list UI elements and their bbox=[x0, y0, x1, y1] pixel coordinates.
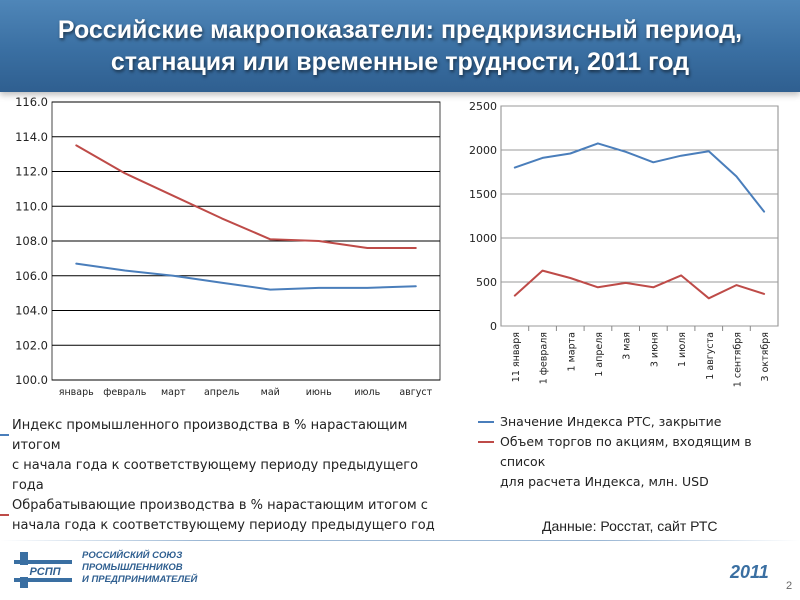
y-tick-label: 110.0 bbox=[15, 199, 48, 213]
legend-item-manufacturing: Обрабатывающие производства в % нарастаю… bbox=[0, 496, 450, 536]
legend-swatch-blue bbox=[478, 421, 494, 423]
legend-item-rts-index: Значение Индекса РТС, закрытие bbox=[478, 412, 800, 432]
page-number: 2 bbox=[786, 580, 793, 592]
x-category-label: август bbox=[399, 387, 432, 398]
rts-index-chart: 0 500 1000 1500 2000 2500 11 января 1 февраля 1 … bbox=[469, 100, 779, 387]
x-category-label: март bbox=[161, 387, 186, 398]
x-category-label: 1 апреля bbox=[594, 332, 605, 377]
x-category-label: 1 июля bbox=[677, 332, 688, 367]
industrial-production-chart: 100.0 102.0 104.0 106.0 108.0 110.0 112.0 114.0… bbox=[15, 95, 441, 398]
legend-label-line: Обрабатывающие производства в % нарастаю… bbox=[12, 498, 428, 513]
x-category-label: 1 августа bbox=[705, 332, 716, 380]
x-category-label: 11 января bbox=[511, 332, 522, 382]
y-tick-label: 108.0 bbox=[15, 234, 48, 248]
legend-label-industrial-index: Индекс промышленного производства в % на… bbox=[12, 416, 450, 496]
series-line-1 bbox=[75, 144, 417, 249]
x-category-label: 3 октября bbox=[760, 332, 771, 381]
legend-label-rts-index: Значение Индекса РТС, закрытие bbox=[500, 412, 800, 432]
right-chart-legend: Значение Индекса РТС, закрытие Объем тор… bbox=[478, 412, 800, 492]
slide-title-line2: стагнация или временные трудности, 2011 … bbox=[110, 48, 690, 76]
y-tick-label: 1500 bbox=[469, 188, 497, 201]
legend-label-trading-volume: Объем торгов по акциям, входящим в списо… bbox=[500, 432, 800, 492]
y-tick-label: 102.0 bbox=[15, 338, 48, 352]
logo-mark-text: РСПП bbox=[29, 566, 61, 578]
y-tick-label: 104.0 bbox=[15, 304, 48, 318]
x-category-label: январь bbox=[59, 387, 94, 398]
legend-label-line: начала года к соответствующему периоду п… bbox=[12, 518, 435, 533]
logo-line: ПРОМЫШЛЕННИКОВ bbox=[82, 562, 183, 573]
rspp-logo-mark: РСПП bbox=[14, 552, 72, 588]
x-category-label: 1 февраля bbox=[539, 332, 550, 384]
year-badge: 2011 bbox=[730, 562, 769, 582]
series-line-0 bbox=[513, 142, 766, 213]
slide-title-line1: Российские макропоказатели: предкризисны… bbox=[57, 16, 743, 44]
slide-title: Российские макропоказатели: предкризисны… bbox=[48, 14, 752, 78]
x-category-label: апрель bbox=[204, 387, 240, 398]
x-category-label: июль bbox=[354, 387, 380, 398]
legend-item-trading-volume: Объем торгов по акциям, входящим в списо… bbox=[478, 432, 800, 492]
logo-line: И ПРЕДПРИНИМАТЕЛЕЙ bbox=[82, 574, 198, 585]
legend-swatch-red bbox=[0, 514, 9, 516]
logo-wordmark: РОССИЙСКИЙ СОЮЗ ПРОМЫШЛЕННИКОВ И ПРЕДПРИ… bbox=[82, 550, 222, 586]
rspp-logo: РСПП РОССИЙСКИЙ СОЮЗ ПРОМЫШЛЕННИКОВ И ПР… bbox=[14, 550, 214, 592]
legend-label-line: Индекс промышленного производства в % на… bbox=[12, 418, 408, 453]
source-note: Данные: Росстат, сайт РТС bbox=[542, 518, 718, 534]
y-tick-label: 0 bbox=[490, 320, 497, 333]
legend-swatch-blue bbox=[0, 434, 9, 436]
x-category-label: май bbox=[261, 387, 280, 398]
x-category-label: 1 сентября bbox=[732, 332, 743, 387]
logo-line: РОССИЙСКИЙ СОЮЗ bbox=[82, 550, 183, 561]
x-category-label: 3 июня bbox=[649, 332, 660, 367]
y-tick-label: 2000 bbox=[469, 144, 497, 157]
legend-label-line: Значение Индекса РТС, закрытие bbox=[500, 414, 722, 429]
y-tick-label: 112.0 bbox=[15, 165, 48, 179]
legend-label-manufacturing: Обрабатывающие производства в % нарастаю… bbox=[12, 496, 450, 536]
x-category-label: 3 мая bbox=[622, 332, 633, 360]
y-tick-label: 1000 bbox=[469, 232, 497, 245]
legend-label-line: для расчета Индекса, млн. USD bbox=[500, 474, 709, 489]
series-line-1 bbox=[513, 269, 766, 300]
x-category-label: июнь bbox=[306, 387, 332, 398]
logo-bar-bottom bbox=[14, 578, 72, 582]
left-chart-legend: Индекс промышленного производства в % на… bbox=[0, 416, 450, 536]
plot-area bbox=[500, 105, 779, 327]
y-tick-label: 116.0 bbox=[15, 95, 48, 109]
y-tick-label: 500 bbox=[476, 276, 497, 289]
y-tick-label: 100.0 bbox=[15, 373, 48, 387]
logo-plate bbox=[18, 565, 72, 577]
legend-label-line: с начала года к соответствующему периоду… bbox=[12, 458, 419, 493]
x-category-label: февраль bbox=[103, 387, 146, 398]
series-line-0 bbox=[75, 262, 417, 291]
legend-label-line: Объем торгов по акциям, входящим в списо… bbox=[500, 434, 752, 469]
y-tick-label: 2500 bbox=[469, 100, 497, 113]
legend-item-industrial-index: Индекс промышленного производства в % на… bbox=[0, 416, 450, 496]
x-category-label: 1 марта bbox=[566, 332, 577, 371]
y-tick-label: 114.0 bbox=[15, 130, 48, 144]
footer-divider bbox=[0, 540, 800, 541]
logo-bar-top bbox=[14, 560, 72, 564]
title-band: Российские макропоказатели: предкризисны… bbox=[0, 0, 800, 92]
y-tick-label: 106.0 bbox=[15, 269, 48, 283]
legend-swatch-red bbox=[478, 441, 494, 443]
